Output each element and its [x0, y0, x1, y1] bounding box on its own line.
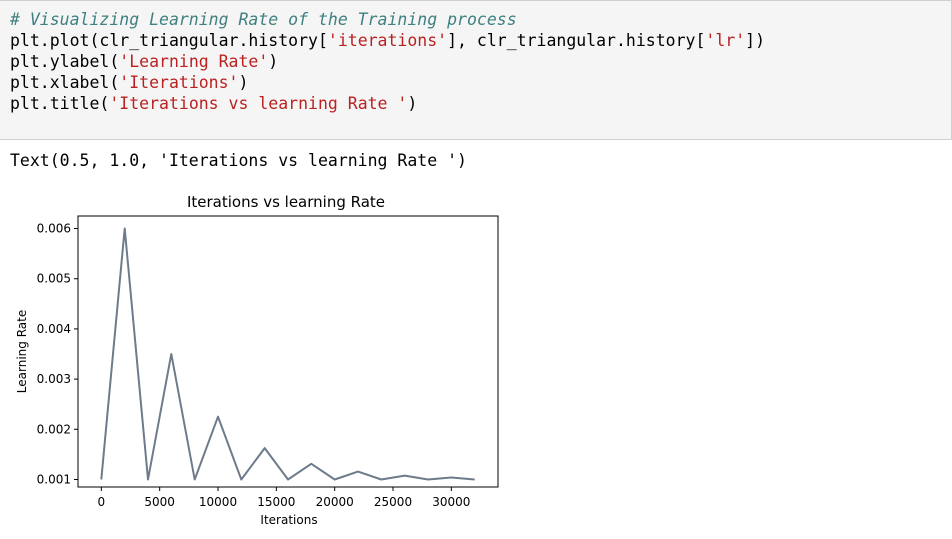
code-line: plt.plot(clr_triangular.history['iterati…	[10, 30, 765, 51]
code-line: plt.title('Iterations vs learning Rate '…	[10, 93, 765, 114]
x-axis-label: Iterations	[260, 513, 317, 527]
y-tick-label: 0.004	[37, 322, 71, 336]
plot-figure: Iterations vs learning Rate Learning Rat…	[0, 185, 520, 535]
code-string: 'Iterations vs learning Rate '	[109, 94, 408, 113]
code-editor[interactable]: # Visualizing Learning Rate of the Train…	[10, 9, 765, 114]
code-comment: # Visualizing Learning Rate of the Train…	[10, 10, 517, 29]
x-tick-label: 5000	[144, 495, 175, 509]
code-string: 'lr'	[705, 31, 746, 50]
series-line-lr	[100, 227, 475, 481]
chart-title: Iterations vs learning Rate	[187, 193, 385, 211]
y-axis-label: Learning Rate	[15, 310, 29, 393]
y-tick-label: 0.002	[37, 422, 71, 436]
code-cell-input[interactable]: # Visualizing Learning Rate of the Train…	[0, 0, 952, 140]
code-token: )	[238, 73, 249, 92]
plot-area-frame	[77, 215, 499, 488]
x-tick-label: 0	[98, 495, 106, 509]
x-tick-label: 25000	[374, 495, 412, 509]
code-token: )	[407, 94, 418, 113]
y-tick-label: 0.006	[37, 222, 71, 236]
code-line: plt.xlabel('Iterations')	[10, 72, 765, 93]
code-token: )	[268, 52, 279, 71]
x-tick-label: 10000	[199, 495, 237, 509]
code-token: plt.xlabel(	[10, 73, 120, 92]
x-tick-label: 20000	[316, 495, 354, 509]
code-line: # Visualizing Learning Rate of the Train…	[10, 9, 765, 30]
code-token: ], clr_triangular.history[	[447, 31, 706, 50]
code-token: ])	[745, 31, 766, 50]
cell-output-text: Text(0.5, 1.0, 'Iterations vs learning R…	[10, 151, 467, 170]
code-string: 'iterations'	[327, 31, 448, 50]
line-chart: Iterations vs learning Rate Learning Rat…	[15, 193, 499, 527]
y-tick-label: 0.001	[37, 472, 71, 486]
code-token: plt.plot(clr_triangular.history[	[10, 31, 328, 50]
x-tick-label: 30000	[432, 495, 470, 509]
code-token: plt.ylabel(	[10, 52, 120, 71]
x-tick-label: 15000	[257, 495, 295, 509]
code-string: 'Iterations'	[119, 73, 239, 92]
y-tick-label: 0.003	[37, 372, 71, 386]
code-string: 'Learning Rate'	[119, 52, 269, 71]
code-line: plt.ylabel('Learning Rate')	[10, 51, 765, 72]
y-tick-label: 0.005	[37, 272, 71, 286]
code-token: plt.title(	[10, 94, 110, 113]
